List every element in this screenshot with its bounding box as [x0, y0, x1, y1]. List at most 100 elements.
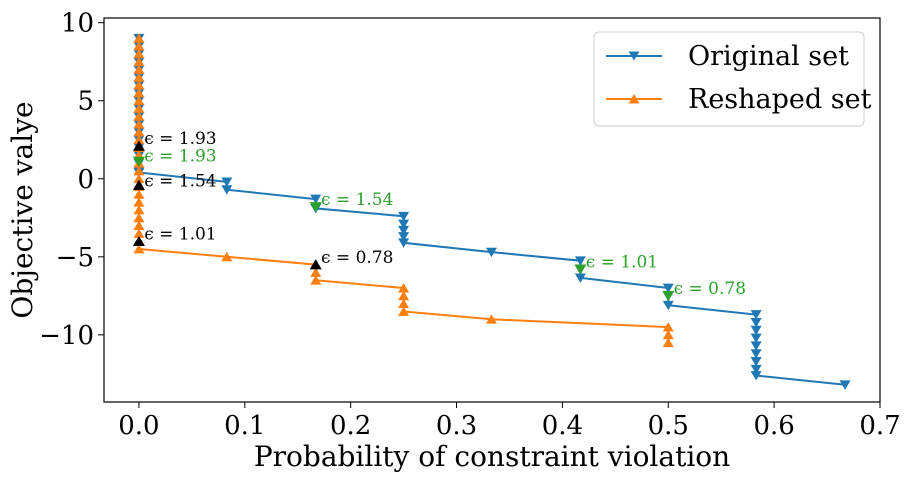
series-point-original	[750, 357, 762, 367]
series-point-reshaped	[133, 56, 145, 67]
x-tick-label: 0.7	[859, 411, 900, 441]
y-ticks: 10 5 0 −5 −10	[39, 9, 104, 351]
x-tick-label: 0.5	[648, 411, 689, 441]
series-point-reshaped	[133, 127, 145, 137]
x-tick-label: 0.1	[224, 411, 265, 441]
series-point-original	[750, 371, 762, 381]
highlight-layer	[132, 140, 675, 302]
epsilon-annotation: ϵ = 1.93	[144, 129, 216, 149]
series-point-reshaped	[310, 267, 322, 277]
series-point-original	[750, 349, 762, 359]
series-point-original	[398, 211, 410, 222]
series-point-original	[839, 380, 851, 390]
series-point-reshaped	[133, 220, 145, 231]
series-point-reshaped	[133, 95, 145, 106]
series-point-reshaped	[662, 322, 674, 332]
highlight-marker-black	[132, 235, 145, 247]
legend-marker-original	[628, 51, 640, 61]
x-tick-label: 0.4	[542, 411, 583, 441]
x-axis-label: Probability of constraint violation	[254, 440, 730, 473]
y-tick-label: 10	[61, 9, 94, 39]
series-point-original	[574, 256, 586, 266]
y-tick-label: −5	[56, 243, 94, 273]
series-point-reshaped	[133, 244, 145, 254]
series-point-reshaped	[398, 290, 410, 301]
x-tick-label: 0.2	[330, 411, 371, 441]
series-point-original	[485, 247, 497, 258]
series-point-original	[221, 177, 233, 187]
epsilon-annotation: ϵ = 0.78	[321, 248, 393, 268]
legend-label-reshaped: Reshaped set	[688, 84, 872, 115]
highlight-marker-green	[132, 156, 145, 168]
series-point-original	[574, 273, 586, 283]
series-point-original	[750, 341, 762, 351]
series-point-reshaped	[133, 103, 145, 113]
highlight-marker-black	[132, 179, 145, 190]
series-point-original	[750, 317, 762, 328]
series-point-reshaped	[310, 275, 322, 285]
series-point-original	[398, 225, 410, 236]
highlight-marker-green	[309, 202, 322, 213]
series-point-original	[398, 238, 410, 248]
epsilon-annotation: ϵ = 1.01	[586, 253, 658, 273]
epsilon-annotation: ϵ = 0.78	[674, 279, 746, 299]
series-point-reshaped	[133, 41, 145, 51]
series-point-original	[310, 194, 322, 205]
series-point-reshaped	[662, 337, 674, 348]
series-point-reshaped	[133, 197, 145, 207]
legend-label-original: Original set	[688, 41, 849, 72]
y-tick-label: −10	[39, 321, 94, 351]
highlight-marker-black	[132, 140, 145, 151]
series-point-original	[221, 185, 233, 195]
series-point-reshaped	[398, 283, 410, 293]
series-point-reshaped	[133, 228, 145, 238]
plot-frame	[103, 17, 881, 403]
series-point-original	[750, 325, 762, 336]
legend: Original set Reshaped set	[593, 31, 872, 127]
legend-marker-reshaped	[628, 94, 640, 104]
series-point-original	[398, 219, 410, 229]
series-point-original	[662, 283, 674, 293]
series-point-reshaped	[485, 314, 497, 324]
x-tick-label: 0.0	[118, 411, 159, 441]
series-point-reshaped	[133, 48, 145, 59]
series-point-original	[750, 310, 762, 320]
highlight-marker-black	[309, 259, 322, 270]
highlight-marker-green	[662, 291, 675, 302]
series-point-reshaped	[133, 64, 145, 74]
series-point-reshaped	[133, 87, 145, 98]
series-point-reshaped	[133, 173, 145, 184]
series-point-reshaped	[133, 72, 145, 82]
series-point-reshaped	[133, 111, 145, 121]
series-point-reshaped	[133, 212, 145, 223]
series-point-reshaped	[133, 166, 145, 176]
series-point-reshaped	[133, 205, 145, 215]
highlight-marker-green	[574, 264, 587, 275]
series-point-original	[398, 232, 410, 242]
x-tick-label: 0.3	[436, 411, 477, 441]
series-point-reshaped	[133, 134, 145, 145]
series-point-reshaped	[133, 119, 145, 129]
series-point-reshaped	[398, 306, 410, 316]
series-point-original	[750, 364, 762, 375]
series-point-original	[662, 300, 674, 311]
series-point-reshaped	[133, 189, 145, 199]
series-point-reshaped	[221, 251, 233, 262]
epsilon-annotation: ϵ = 1.93	[144, 146, 216, 166]
x-ticks: 0.0 0.1 0.2 0.3 0.4 0.5 0.6 0.7	[118, 402, 901, 441]
series-point-reshaped	[662, 329, 674, 340]
annotation-layer: ϵ = 1.93ϵ = 1.93 ϵ = 1.54 ϵ = 1.01 ϵ = 1.54…	[144, 129, 746, 299]
y-tick-label: 0	[77, 165, 94, 195]
epsilon-annotation: ϵ = 1.54	[321, 190, 393, 210]
y-tick-label: 5	[77, 87, 94, 117]
epsilon-annotation: ϵ = 1.01	[144, 224, 216, 244]
series-layer	[133, 33, 851, 390]
y-axis-label: Objective valye	[6, 101, 39, 318]
x-tick-label: 0.6	[753, 411, 794, 441]
epsilon-annotation: ϵ = 1.54	[144, 171, 216, 191]
series-point-original	[750, 333, 762, 343]
series-point-reshaped	[398, 298, 410, 309]
series-point-reshaped	[133, 80, 145, 90]
series-point-reshaped	[133, 33, 145, 43]
